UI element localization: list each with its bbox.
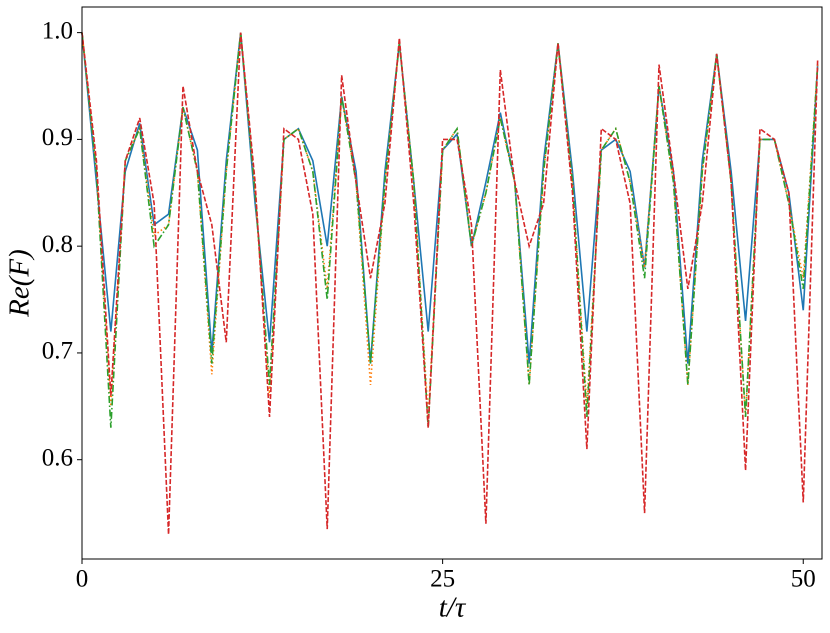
x-axis-label: t/τ — [439, 592, 467, 624]
data-line — [81, 32, 819, 364]
data-line — [81, 32, 819, 428]
y-tick-label: 0.6 — [42, 444, 73, 471]
plot-frame — [81, 6, 823, 560]
data-line — [81, 32, 819, 418]
y-tick-label: 1.0 — [42, 17, 73, 44]
y-tick-label: 0.7 — [42, 338, 73, 365]
y-axis-label: Re(F) — [4, 249, 36, 318]
x-tick-label: 25 — [430, 566, 455, 593]
data-line — [81, 32, 819, 535]
x-tick-label: 50 — [791, 566, 816, 593]
y-tick-label: 0.9 — [42, 124, 73, 151]
x-tick-label: 0 — [76, 566, 89, 593]
y-tick-label: 0.8 — [42, 231, 73, 258]
